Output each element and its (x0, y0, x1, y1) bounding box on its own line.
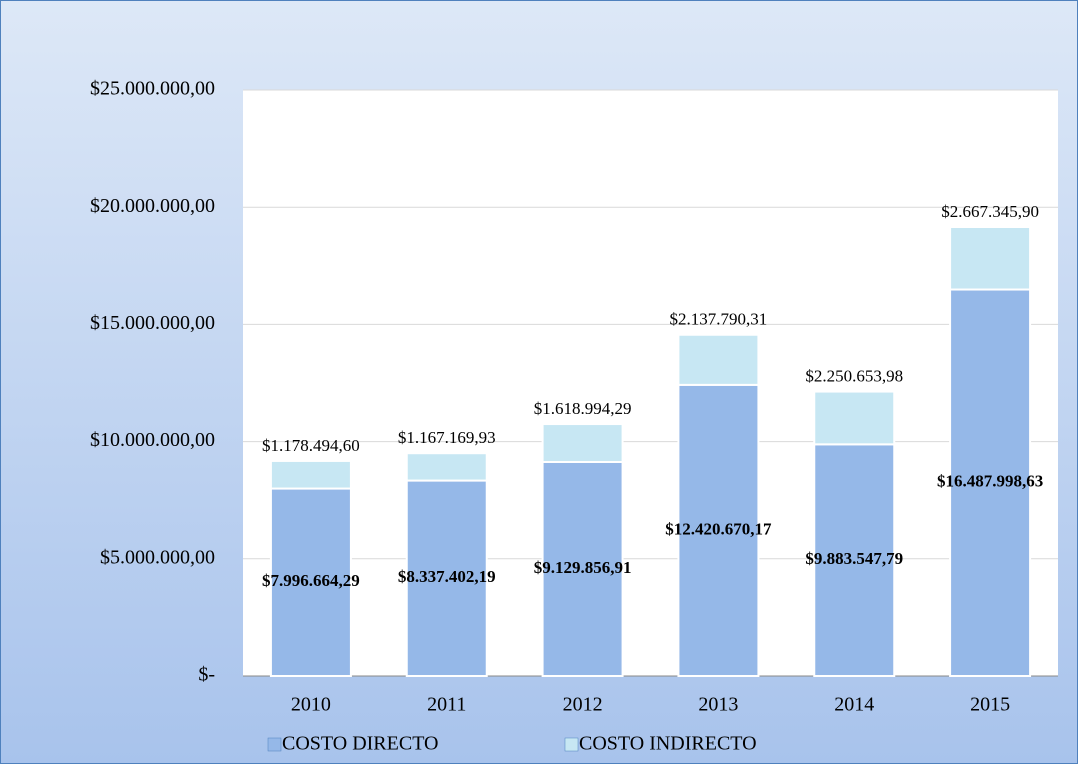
data-label: $2.667.345,90 (941, 202, 1039, 221)
bar-segment (677, 383, 760, 677)
y-tick-label: $10.000.000,00 (90, 429, 215, 451)
y-tick-label: $15.000.000,00 (90, 312, 215, 334)
data-label: $8.337.402,19 (398, 567, 496, 586)
bar-segment (949, 225, 1032, 291)
bar-segment (949, 288, 1032, 677)
bar-segment (813, 390, 896, 446)
bar-segment (677, 333, 760, 386)
bar-segment (405, 452, 488, 482)
bar-segment (405, 479, 488, 677)
x-tick-label: 2010 (291, 694, 331, 716)
plot-area (243, 90, 1058, 676)
bar-segment (813, 443, 896, 678)
bar-segment (541, 423, 624, 463)
bar-segment (269, 487, 352, 678)
data-label: $1.178.494,60 (262, 436, 360, 455)
x-tick-label: 2014 (834, 694, 874, 716)
y-tick-label: $5.000.000,00 (100, 546, 215, 568)
data-label: $9.129.856,91 (534, 558, 632, 577)
bar-segment (269, 459, 352, 490)
y-tick-label: $- (198, 664, 215, 686)
legend-label: COSTO INDIRECTO (579, 733, 757, 755)
x-tick-label: 2012 (563, 694, 603, 716)
legend-swatch (267, 737, 282, 752)
x-tick-label: 2011 (427, 694, 466, 716)
y-tick-label: $25.000.000,00 (90, 78, 215, 100)
data-label: $2.137.790,31 (670, 310, 768, 329)
legend-label: COSTO DIRECTO (282, 733, 439, 755)
y-tick-label: $20.000.000,00 (90, 195, 215, 217)
x-tick-label: 2013 (698, 694, 738, 716)
data-label: $7.996.664,29 (262, 571, 360, 590)
data-label: $2.250.653,98 (805, 366, 903, 385)
data-label: $12.420.670,17 (665, 519, 772, 538)
data-label: $16.487.998,63 (937, 472, 1043, 491)
x-tick-label: 2015 (970, 694, 1010, 716)
data-label: $1.618.994,29 (534, 399, 632, 418)
data-label: $9.883.547,79 (805, 549, 903, 568)
legend-swatch (564, 737, 579, 752)
data-label: $1.167.169,93 (398, 428, 496, 447)
